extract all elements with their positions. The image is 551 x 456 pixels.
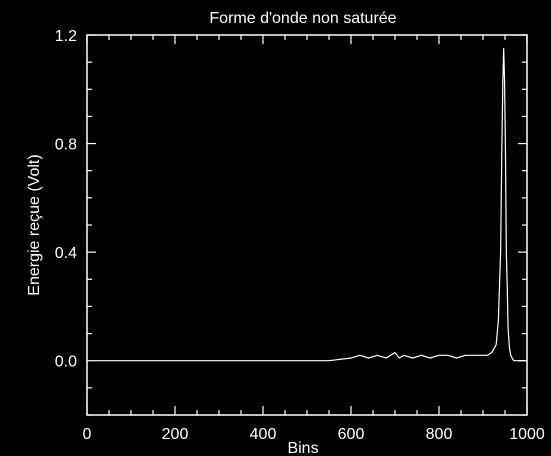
x-tick-label: 800 [426,426,453,443]
x-tick-label: 1000 [509,426,545,443]
series-line [95,47,527,362]
y-axis-label: Energie reçue (Volt) [26,154,43,295]
x-axis-label: Bins [287,440,318,456]
plot-area: 0 200 400 600 800 1000 0.0 0.4 0.8 1.2 [55,28,545,443]
y-tick-label: 0.4 [55,245,77,262]
x-tick-label: 600 [338,426,365,443]
y-tick-label: 1.2 [55,28,77,45]
x-tick-label: 0 [83,426,92,443]
x-tick-label: 200 [162,426,189,443]
chart-title: Forme d'onde non saturée [209,10,396,27]
y-tick-label: 0.8 [55,137,77,154]
x-tick-label: 400 [250,426,277,443]
y-tick-label: 0.0 [55,354,77,371]
